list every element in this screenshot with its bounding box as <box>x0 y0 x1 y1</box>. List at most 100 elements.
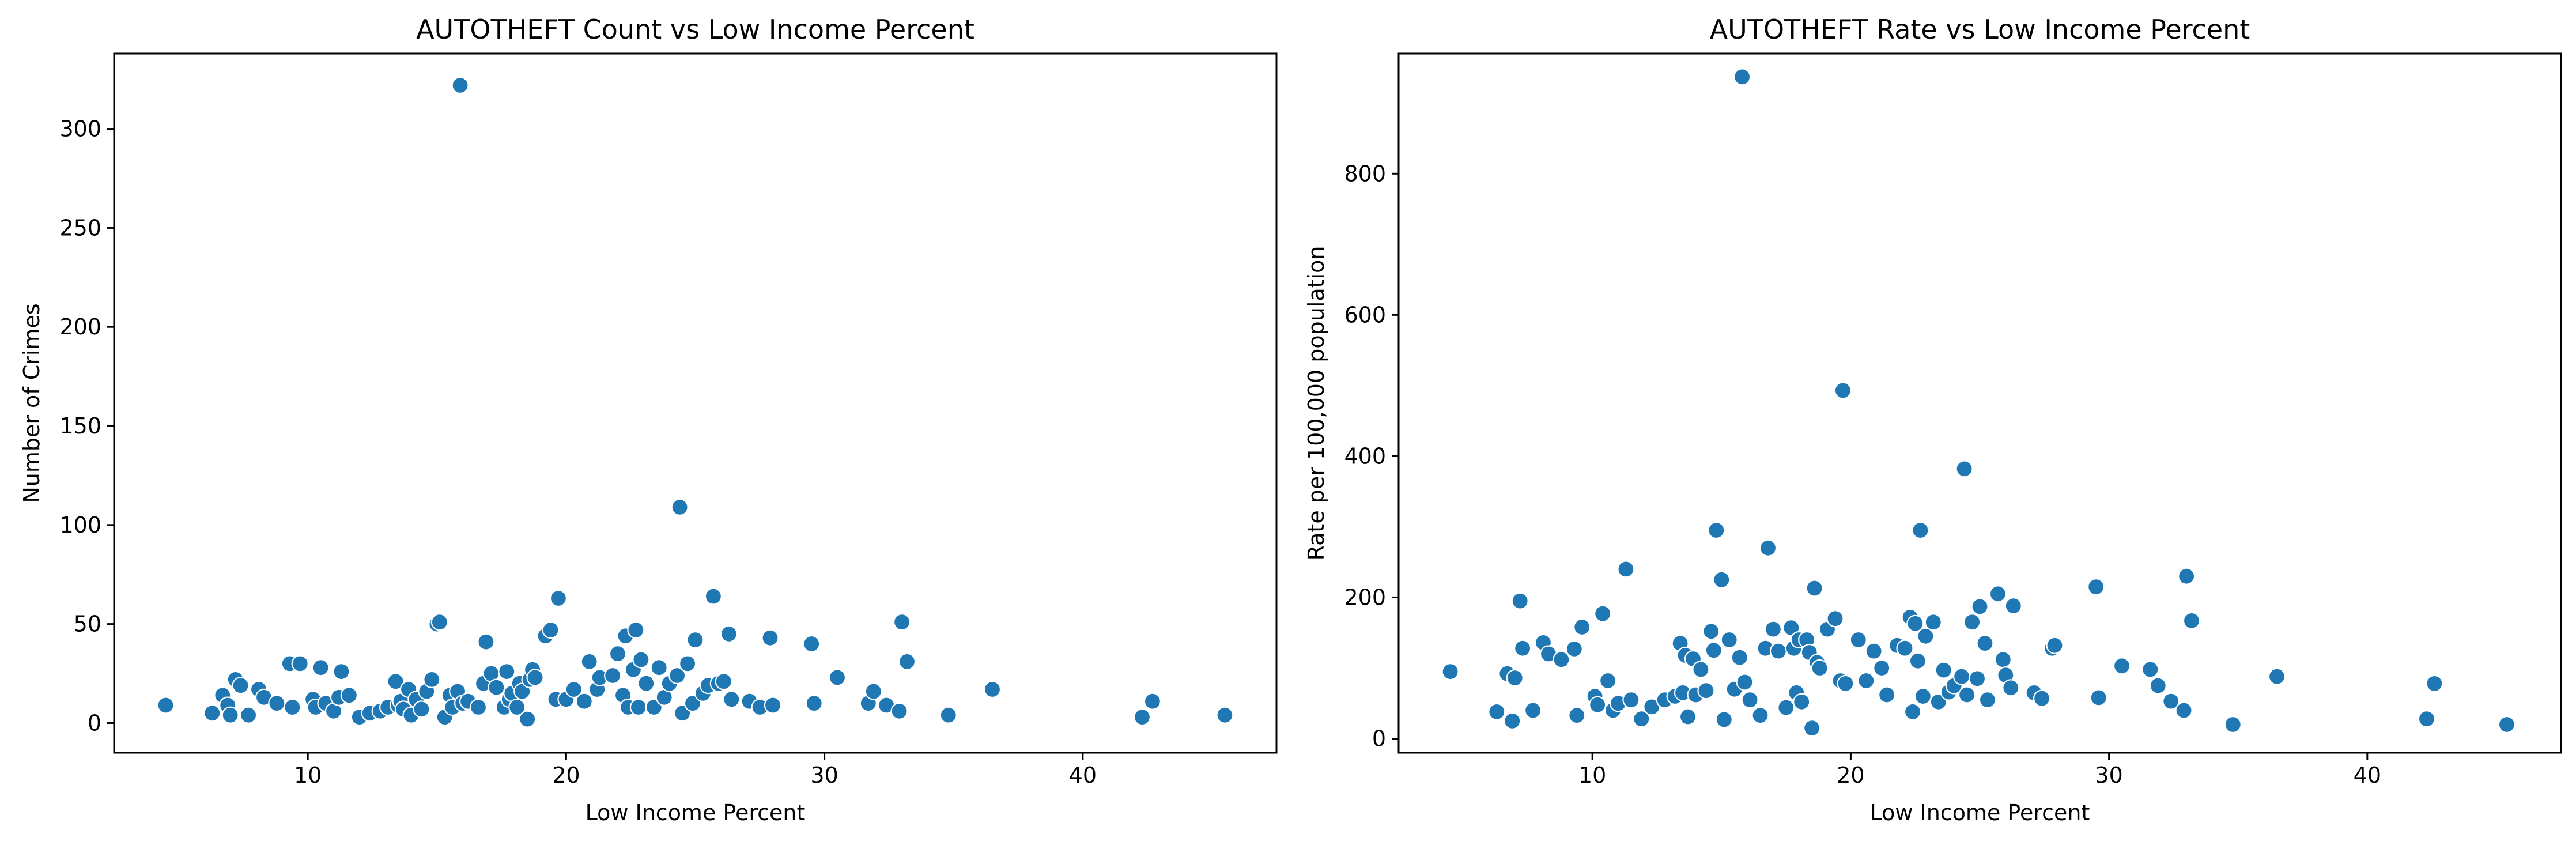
data-point <box>1976 634 1994 652</box>
data-point <box>1878 686 1896 704</box>
data-point <box>723 691 741 708</box>
data-point <box>1955 460 1973 478</box>
data-point <box>575 692 593 710</box>
data-point <box>2149 677 2167 695</box>
data-point <box>1873 659 1891 677</box>
data-point <box>1963 613 1981 631</box>
data-point <box>2268 667 2286 685</box>
data-point <box>565 680 583 699</box>
data-point <box>864 682 882 700</box>
data-point <box>387 673 405 691</box>
data-point <box>1736 673 1754 691</box>
data-point <box>1769 642 1787 660</box>
data-point <box>637 674 655 692</box>
y-axis-label: Number of Crimes <box>19 303 44 503</box>
data-point <box>1914 687 1932 706</box>
data-point <box>2033 689 2051 707</box>
y-tick-label: 800 <box>1344 161 1386 186</box>
data-point <box>890 702 908 720</box>
data-point <box>1958 686 1976 704</box>
data-point <box>668 666 686 685</box>
data-point <box>526 669 544 686</box>
data-point <box>1622 691 1640 709</box>
x-tick-label: 20 <box>552 763 580 788</box>
data-point <box>1568 706 1586 725</box>
data-point <box>1733 68 1751 86</box>
data-point <box>1697 682 1715 700</box>
data-point <box>1764 620 1782 638</box>
data-point <box>1759 539 1777 557</box>
data-point <box>1793 693 1811 711</box>
data-point <box>1617 560 1635 578</box>
data-point <box>1935 661 1952 679</box>
data-point <box>413 700 430 718</box>
data-point <box>157 696 175 714</box>
data-point <box>2004 597 2022 615</box>
data-point <box>1849 631 1867 649</box>
data-point <box>1953 667 1971 685</box>
data-point <box>939 706 957 724</box>
data-point <box>1589 696 1607 714</box>
x-tick-label: 40 <box>2354 763 2381 788</box>
data-point <box>519 710 537 728</box>
data-point <box>686 631 704 649</box>
data-point <box>488 678 505 696</box>
data-point <box>828 669 847 686</box>
data-point <box>312 659 330 677</box>
data-point <box>1633 710 1650 728</box>
data-point <box>498 662 516 681</box>
data-point <box>1971 598 1989 616</box>
data-point <box>898 652 916 671</box>
y-tick-label: 0 <box>1372 726 1386 751</box>
data-point <box>469 698 488 716</box>
data-point <box>2178 567 2196 585</box>
data-point <box>2182 612 2201 630</box>
data-point <box>1989 585 2007 603</box>
data-point <box>983 680 1002 699</box>
data-point <box>715 673 732 691</box>
data-point <box>1811 659 1829 677</box>
data-point <box>1803 719 1821 737</box>
data-point <box>2418 710 2435 728</box>
data-point <box>627 621 645 639</box>
data-point <box>340 686 358 704</box>
data-point <box>1708 521 1725 540</box>
data-point <box>2113 657 2131 675</box>
x-tick-label: 40 <box>1069 763 1097 788</box>
data-point <box>1594 605 1612 623</box>
data-point <box>1679 708 1697 726</box>
data-point <box>1912 521 1929 540</box>
data-point <box>1924 613 1942 631</box>
data-point <box>1826 610 1844 628</box>
data-point <box>678 655 697 673</box>
y-axis-label: Rate per 100,000 population <box>1304 246 1329 561</box>
data-point <box>430 613 448 631</box>
data-point <box>1573 618 1591 636</box>
plot-frame <box>1397 52 2562 754</box>
data-point <box>1978 691 1996 709</box>
x-tick-label: 30 <box>2095 763 2122 788</box>
data-point <box>1777 699 1795 716</box>
data-point <box>232 677 250 695</box>
data-point <box>549 589 568 608</box>
x-axis-label: Low Income Percent <box>586 800 806 825</box>
data-point <box>2046 636 2064 654</box>
data-point <box>2498 715 2515 734</box>
data-point <box>221 706 239 724</box>
data-point <box>477 633 495 651</box>
data-point <box>1994 651 2012 669</box>
data-point <box>1906 614 1924 632</box>
data-point <box>1741 691 1759 709</box>
data-point <box>1909 652 1927 670</box>
data-point <box>1806 579 1823 597</box>
data-point <box>893 613 911 631</box>
data-point <box>1713 571 1731 589</box>
data-point <box>609 645 627 663</box>
data-point <box>650 659 668 677</box>
data-point <box>1968 670 1986 688</box>
data-point <box>240 706 258 724</box>
data-point <box>1511 592 1529 610</box>
data-point <box>1896 639 1914 657</box>
data-point <box>423 670 441 689</box>
data-point <box>629 698 648 716</box>
